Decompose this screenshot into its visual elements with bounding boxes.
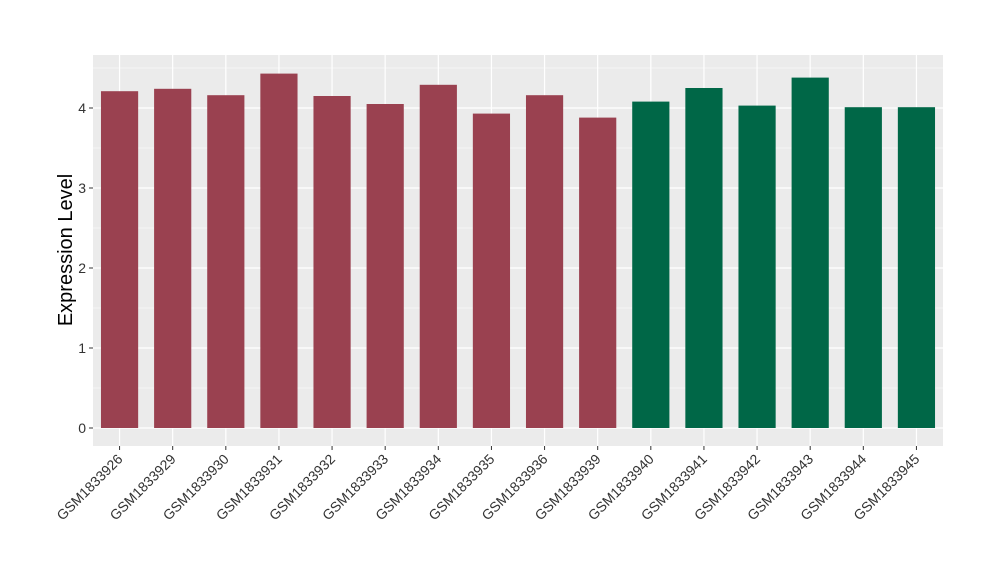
bar-GSM1833929 [154, 88, 192, 429]
y-tick-label: 3 [78, 180, 86, 196]
bar-GSM1833941 [685, 88, 723, 428]
y-tick-label: 0 [78, 420, 86, 436]
bar-GSM1833931 [260, 73, 298, 428]
bar-GSM1833942 [738, 105, 776, 428]
bar-GSM1833935 [472, 113, 511, 428]
x-axis: GSM1833926GSM1833929GSM1833930GSM1833931… [53, 446, 923, 523]
bar-GSM1833933 [366, 104, 404, 428]
bar-GSM1833940 [632, 101, 670, 428]
bar-GSM1833943 [791, 77, 829, 428]
y-tick-label: 1 [78, 340, 86, 356]
bar-GSM1833930 [207, 95, 245, 428]
bar-GSM1833945 [897, 107, 936, 428]
bar-GSM1833936 [525, 95, 564, 428]
y-axis-label: Expression Level [55, 174, 77, 326]
bar-GSM1833926 [100, 91, 139, 428]
bar-GSM1833932 [313, 96, 351, 428]
y-axis: 0 1 2 3 4 [78, 100, 93, 436]
bar-GSM1833939 [579, 117, 617, 428]
bar-GSM1833934 [419, 84, 457, 429]
bar-GSM1833944 [844, 107, 882, 428]
bars [100, 73, 936, 429]
y-tick-label: 4 [78, 100, 86, 116]
y-tick-label: 2 [78, 260, 86, 276]
